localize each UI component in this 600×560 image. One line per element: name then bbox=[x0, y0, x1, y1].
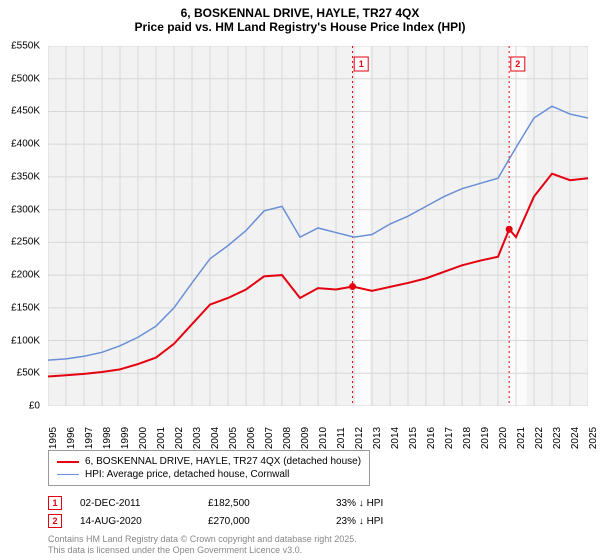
y-tick-label: £0 bbox=[29, 401, 40, 412]
y-tick-label: £250K bbox=[11, 237, 40, 248]
x-tick-label: 2014 bbox=[390, 427, 401, 449]
title-address: 6, BOSKENNAL DRIVE, HAYLE, TR27 4QX bbox=[0, 6, 600, 20]
sale-badge: 1 bbox=[48, 496, 62, 510]
legend: 6, BOSKENNAL DRIVE, HAYLE, TR27 4QX (det… bbox=[48, 450, 370, 486]
x-tick-label: 2017 bbox=[444, 427, 455, 449]
chart-container: 6, BOSKENNAL DRIVE, HAYLE, TR27 4QX Pric… bbox=[0, 0, 600, 560]
title-subtitle: Price paid vs. HM Land Registry's House … bbox=[0, 20, 600, 34]
x-tick-label: 1998 bbox=[102, 427, 113, 449]
y-tick-label: £350K bbox=[11, 171, 40, 182]
footer-line2: This data is licensed under the Open Gov… bbox=[48, 545, 357, 556]
sale-delta: 23% ↓ HPI bbox=[336, 516, 446, 527]
y-tick-label: £450K bbox=[11, 106, 40, 117]
title-block: 6, BOSKENNAL DRIVE, HAYLE, TR27 4QX Pric… bbox=[0, 0, 600, 38]
legend-swatch bbox=[57, 461, 79, 463]
x-tick-label: 2025 bbox=[588, 427, 599, 449]
y-tick-label: £50K bbox=[17, 368, 40, 379]
x-tick-label: 2015 bbox=[408, 427, 419, 449]
legend-label: 6, BOSKENNAL DRIVE, HAYLE, TR27 4QX (det… bbox=[85, 456, 361, 467]
y-axis: £0£50K£100K£150K£200K£250K£300K£350K£400… bbox=[0, 46, 44, 406]
y-tick-label: £200K bbox=[11, 270, 40, 281]
x-tick-label: 2002 bbox=[174, 427, 185, 449]
legend-item: 6, BOSKENNAL DRIVE, HAYLE, TR27 4QX (det… bbox=[57, 455, 361, 468]
x-tick-label: 2005 bbox=[228, 427, 239, 449]
x-tick-label: 1997 bbox=[84, 427, 95, 449]
x-tick-label: 2018 bbox=[462, 427, 473, 449]
x-tick-label: 2013 bbox=[372, 427, 383, 449]
y-tick-label: £150K bbox=[11, 302, 40, 313]
x-tick-label: 1999 bbox=[120, 427, 131, 449]
x-tick-label: 2000 bbox=[138, 427, 149, 449]
footer-attribution: Contains HM Land Registry data © Crown c… bbox=[48, 534, 357, 556]
x-tick-label: 2012 bbox=[354, 427, 365, 449]
x-tick-label: 2004 bbox=[210, 427, 221, 449]
legend-item: HPI: Average price, detached house, Corn… bbox=[57, 468, 361, 481]
plot-area: 12 bbox=[48, 46, 588, 406]
x-tick-label: 2007 bbox=[264, 427, 275, 449]
sale-date: 14-AUG-2020 bbox=[80, 516, 190, 527]
x-tick-label: 2020 bbox=[498, 427, 509, 449]
legend-label: HPI: Average price, detached house, Corn… bbox=[85, 469, 289, 480]
x-tick-label: 2024 bbox=[570, 427, 581, 449]
x-tick-label: 1996 bbox=[66, 427, 77, 449]
x-tick-label: 1995 bbox=[48, 427, 59, 449]
x-tick-label: 2001 bbox=[156, 427, 167, 449]
sale-row: 1 02-DEC-2011 £182,500 33% ↓ HPI bbox=[48, 494, 446, 512]
svg-text:2: 2 bbox=[515, 59, 520, 69]
y-tick-label: £500K bbox=[11, 73, 40, 84]
x-tick-label: 2008 bbox=[282, 427, 293, 449]
x-tick-label: 2019 bbox=[480, 427, 491, 449]
legend-swatch bbox=[57, 474, 79, 476]
sale-date: 02-DEC-2011 bbox=[80, 498, 190, 509]
svg-text:1: 1 bbox=[359, 59, 364, 69]
x-tick-label: 2021 bbox=[516, 427, 527, 449]
footer-line1: Contains HM Land Registry data © Crown c… bbox=[48, 534, 357, 545]
sale-row: 2 14-AUG-2020 £270,000 23% ↓ HPI bbox=[48, 512, 446, 530]
sale-badge: 2 bbox=[48, 514, 62, 528]
x-axis: 1995 1996 1997 1998 1999 2000 2001 2002 2003 2004… bbox=[48, 410, 588, 450]
sale-price: £182,500 bbox=[208, 498, 318, 509]
y-tick-label: £550K bbox=[11, 41, 40, 52]
x-tick-label: 2003 bbox=[192, 427, 203, 449]
sale-price: £270,000 bbox=[208, 516, 318, 527]
y-tick-label: £300K bbox=[11, 204, 40, 215]
sales-table: 1 02-DEC-2011 £182,500 33% ↓ HPI 2 14-AUG-202… bbox=[48, 494, 446, 530]
x-tick-label: 2022 bbox=[534, 427, 545, 449]
y-tick-label: £100K bbox=[11, 335, 40, 346]
x-tick-label: 2006 bbox=[246, 427, 257, 449]
x-tick-label: 2011 bbox=[336, 427, 347, 449]
x-tick-label: 2023 bbox=[552, 427, 563, 449]
sale-delta: 33% ↓ HPI bbox=[336, 498, 446, 509]
x-tick-label: 2009 bbox=[300, 427, 311, 449]
chart-svg: 12 bbox=[48, 46, 588, 406]
x-tick-label: 2010 bbox=[318, 427, 329, 449]
x-tick-label: 2016 bbox=[426, 427, 437, 449]
y-tick-label: £400K bbox=[11, 139, 40, 150]
